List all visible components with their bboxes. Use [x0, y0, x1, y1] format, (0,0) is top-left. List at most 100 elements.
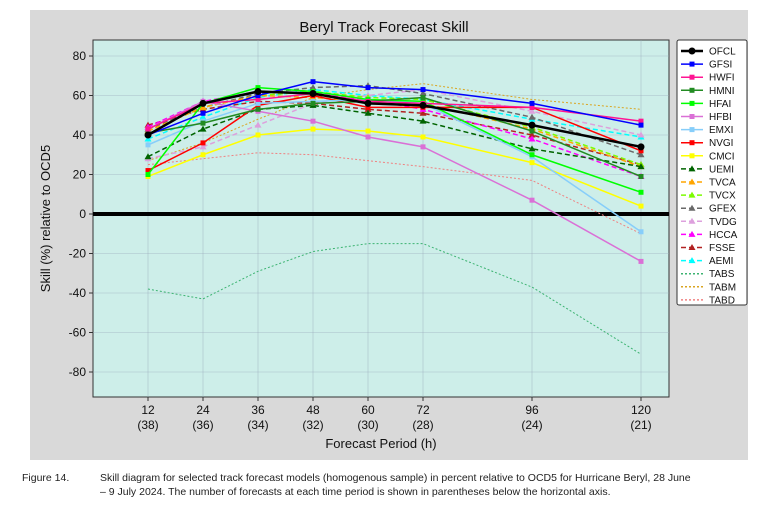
- data-point: [200, 152, 206, 158]
- legend-item: TVDG: [681, 217, 737, 228]
- legend-label: CMCI: [709, 151, 735, 162]
- x-tick-label: 12: [141, 403, 155, 417]
- data-point: [419, 90, 427, 97]
- x-tick-label: 48: [306, 403, 320, 417]
- data-point: [528, 135, 536, 142]
- series-line: [147, 84, 642, 156]
- data-point: [310, 118, 316, 124]
- y-tick-label: 40: [73, 128, 87, 142]
- caption-label: Figure 14.: [22, 472, 70, 484]
- legend-item: TABS: [681, 269, 735, 280]
- legend-marker: [689, 74, 695, 80]
- series-line: [147, 88, 642, 140]
- legend-item: GFEX: [681, 204, 737, 215]
- legend-item: HFAI: [681, 99, 731, 110]
- legend-item: CMCI: [681, 151, 735, 162]
- legend-item: HWFI: [681, 73, 735, 84]
- legend-item: HFBI: [681, 112, 732, 123]
- series-uemi: [144, 101, 645, 170]
- legend-item: NVGI: [681, 138, 733, 149]
- x-tick-label: 96: [525, 403, 539, 417]
- legend-label: OFCL: [709, 47, 736, 58]
- data-point: [365, 85, 371, 91]
- legend-label: TABD: [709, 295, 735, 306]
- skill-chart: 80 60 40 20 0 -20 -40 -60 -80 12(38) 24(36) 36(34) 4…: [38, 19, 748, 451]
- legend-label: NVGI: [709, 138, 733, 149]
- legend-label: AEMI: [709, 256, 733, 267]
- x-tick-count: (21): [630, 418, 651, 432]
- legend-marker: [689, 127, 695, 133]
- data-point: [420, 134, 426, 140]
- data-point: [144, 131, 152, 139]
- series-line: [147, 90, 642, 149]
- x-tick-label: 72: [416, 403, 430, 417]
- data-point: [255, 96, 261, 102]
- data-point: [420, 94, 426, 100]
- data-point: [528, 145, 536, 152]
- legend-item: TVCX: [681, 191, 736, 202]
- caption-line-1: Skill diagram for selected track forecas…: [100, 472, 691, 484]
- legend-marker: [688, 257, 696, 264]
- data-point: [310, 79, 316, 85]
- data-point: [528, 107, 536, 114]
- legend-label: HMNI: [709, 86, 735, 97]
- y-tick-label: 20: [73, 168, 87, 182]
- series-tabm: [147, 83, 642, 162]
- series-line: [147, 104, 642, 168]
- data-point: [419, 109, 427, 116]
- data-point: [638, 148, 644, 154]
- y-tick-label: -80: [69, 365, 87, 379]
- chart-title: Beryl Track Forecast Skill: [299, 19, 468, 36]
- x-tick-label: 24: [196, 403, 210, 417]
- x-tick-count: (24): [521, 418, 542, 432]
- data-point: [199, 125, 207, 132]
- legend-marker: [689, 61, 695, 67]
- legend-item: AEMI: [681, 256, 733, 267]
- data-point: [199, 113, 207, 120]
- data-point: [309, 84, 317, 91]
- data-point: [637, 131, 645, 138]
- data-point: [638, 173, 644, 179]
- data-point: [364, 99, 372, 107]
- data-point: [638, 203, 644, 209]
- x-tick-label: 60: [361, 403, 375, 417]
- data-point: [255, 132, 261, 138]
- legend-marker: [689, 100, 695, 106]
- series-line: [147, 98, 642, 233]
- data-point: [254, 121, 262, 128]
- data-point: [637, 151, 645, 158]
- data-point: [365, 104, 371, 110]
- legend-label: TVCA: [709, 178, 736, 189]
- data-point: [145, 142, 151, 148]
- data-point: [528, 121, 536, 129]
- legend-item: EMXI: [681, 125, 733, 136]
- data-point: [638, 118, 644, 124]
- series-line: [147, 100, 642, 166]
- legend-item: TABD: [681, 295, 735, 306]
- legend-label: UEMI: [709, 164, 734, 175]
- legend-marker: [688, 165, 696, 172]
- series-line: [147, 83, 642, 162]
- data-point: [145, 168, 151, 174]
- legend-marker: [688, 244, 696, 250]
- caption-line-2: – 9 July 2024. The number of forecasts a…: [100, 486, 611, 498]
- data-point: [145, 172, 151, 177]
- data-point: [420, 87, 426, 93]
- data-point: [145, 126, 151, 132]
- y-tick-label: -60: [69, 326, 87, 340]
- legend-marker: [688, 230, 696, 237]
- y-tick-label: 80: [73, 49, 87, 63]
- legend-label: FSSE: [709, 243, 735, 254]
- data-point: [199, 99, 207, 107]
- legend-item: TABM: [681, 282, 736, 293]
- legend-marker: [689, 114, 695, 119]
- data-point: [529, 152, 535, 158]
- legend-marker: [688, 191, 696, 198]
- legend-label: HFBI: [709, 112, 732, 123]
- data-point: [638, 229, 644, 235]
- data-point: [310, 100, 316, 106]
- data-point: [528, 131, 536, 138]
- legend-label: EMXI: [709, 125, 733, 136]
- series-line: [147, 128, 642, 207]
- data-point: [529, 128, 535, 134]
